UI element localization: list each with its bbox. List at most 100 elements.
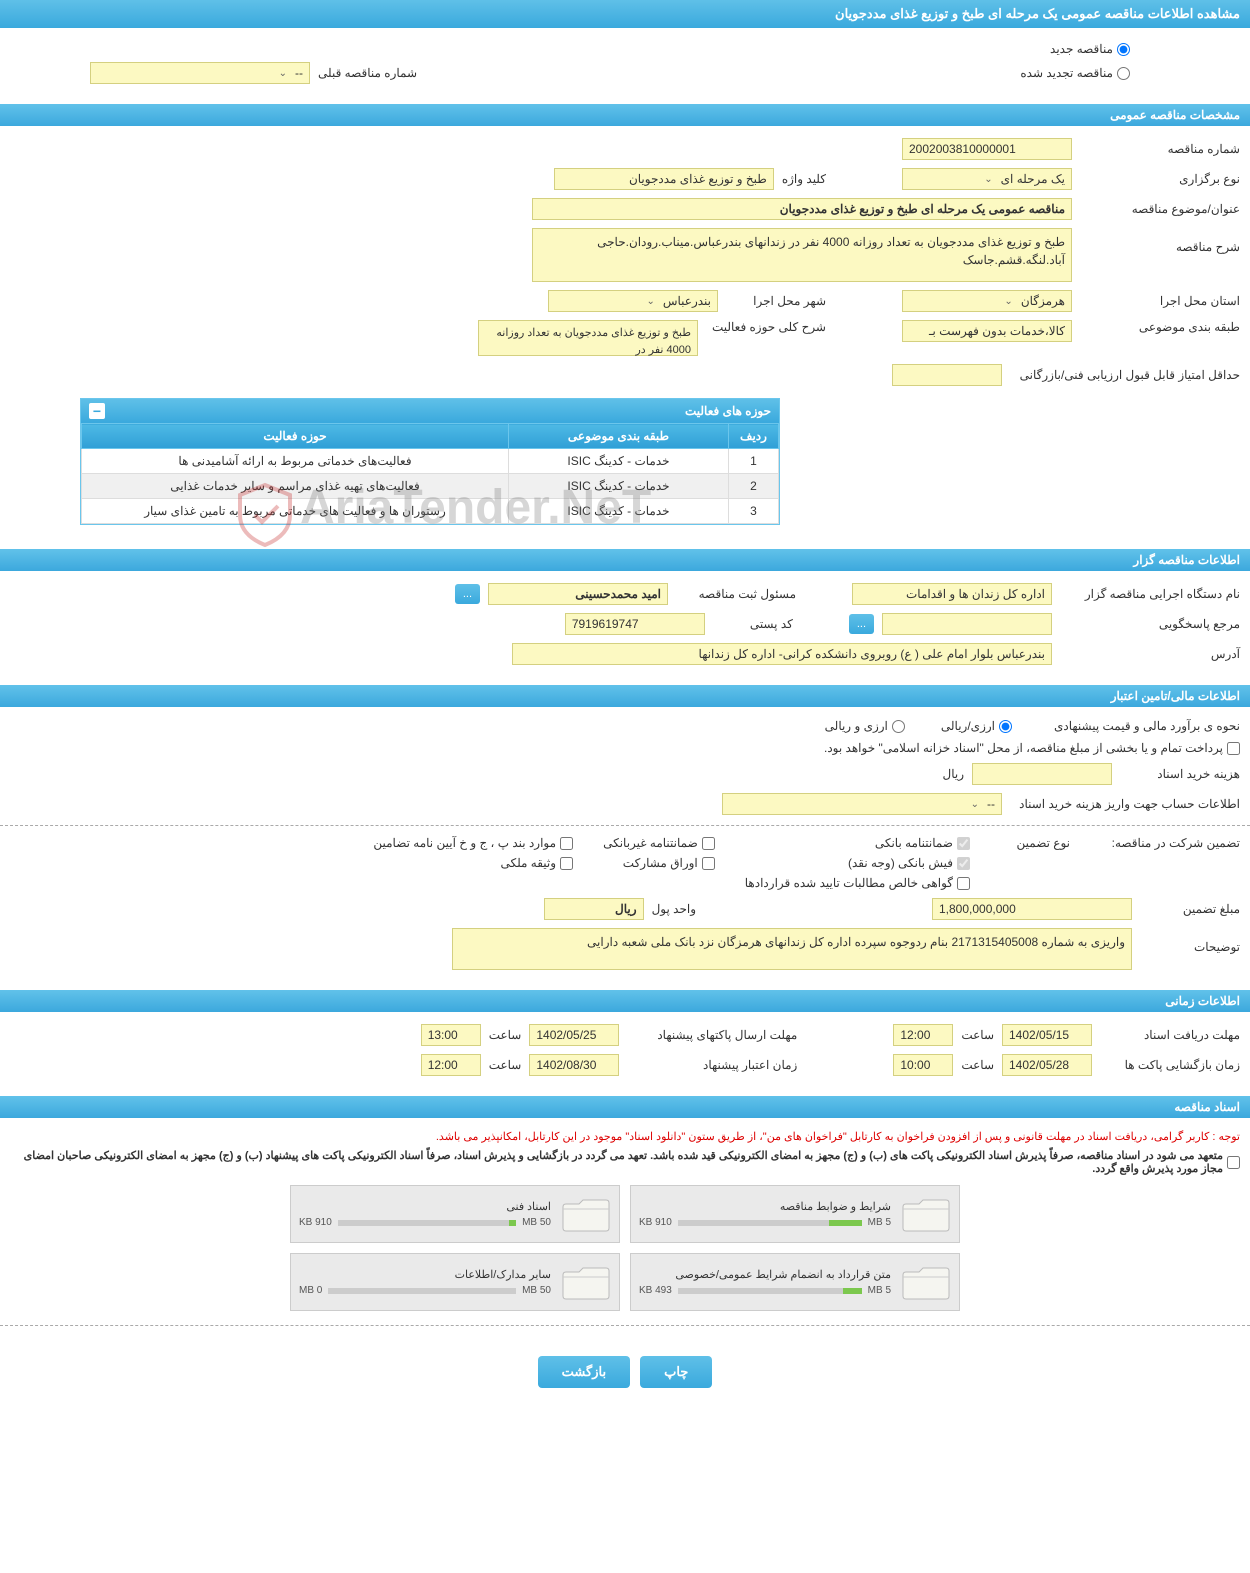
unit-label: واحد پول bbox=[652, 902, 696, 916]
doc-card[interactable]: سایر مدارک/اطلاعات 50 MB 0 MB bbox=[290, 1253, 620, 1311]
account-dropdown[interactable]: -- ⌄ bbox=[722, 793, 1002, 815]
responder-value bbox=[882, 613, 1052, 635]
check-nonbank[interactable]: ضمانتنامه غیربانکی bbox=[603, 836, 715, 850]
category-value: کالا،خدمات بدون فهرست بـ bbox=[902, 320, 1072, 342]
check-cash[interactable]: فیش بانکی (وجه نقد) bbox=[745, 856, 970, 870]
type-dropdown[interactable]: یک مرحله ای ⌄ bbox=[902, 168, 1072, 190]
check-cash-label: فیش بانکی (وجه نقد) bbox=[848, 856, 953, 870]
check-contract-input[interactable] bbox=[957, 877, 970, 890]
city-value: بندرعباس bbox=[663, 294, 711, 308]
check-contract-label: گواهی خالص مطالبات تایید شده قراردادها bbox=[745, 876, 953, 890]
chevron-down-icon: ⌄ bbox=[646, 296, 654, 307]
radio-riali-label: ارزی و ریالی bbox=[825, 719, 888, 733]
validity-date: 1402/08/30 bbox=[529, 1054, 619, 1076]
responder-more-button[interactable]: ... bbox=[849, 614, 874, 634]
collapse-button[interactable]: − bbox=[89, 403, 105, 419]
registrar-more-button[interactable]: ... bbox=[455, 584, 480, 604]
city-dropdown[interactable]: بندرعباس ⌄ bbox=[548, 290, 718, 312]
section-documents: اسناد مناقصه bbox=[0, 1096, 1250, 1118]
cell-scope: فعالیت‌های تهیه غذای مراسم و سایر خدمات … bbox=[82, 474, 509, 499]
currency-label: ریال bbox=[942, 767, 964, 781]
check-bank-guarantee-input[interactable] bbox=[957, 837, 970, 850]
receive-date: 1402/05/15 bbox=[1002, 1024, 1092, 1046]
province-label: استان محل اجرا bbox=[1080, 294, 1240, 308]
col-category: طبقه بندی موضوعی bbox=[509, 424, 729, 449]
commitment-checkbox[interactable] bbox=[1227, 1156, 1240, 1169]
account-label: اطلاعات حساب جهت واریز هزینه خرید اسناد bbox=[1010, 797, 1240, 811]
doc-progress bbox=[678, 1288, 862, 1294]
commitment-check[interactable]: متعهد می شود در اسناد مناقصه، صرفاً پذیر… bbox=[10, 1149, 1240, 1175]
doc-card[interactable]: متن قرارداد به انضمام شرایط عمومی/خصوصی … bbox=[630, 1253, 960, 1311]
radio-arzi-riali[interactable]: ارزی/ریالی bbox=[941, 719, 1012, 733]
province-dropdown[interactable]: هرمزگان ⌄ bbox=[902, 290, 1072, 312]
chevron-down-icon: ⌄ bbox=[984, 174, 992, 185]
print-button[interactable]: چاپ bbox=[640, 1356, 712, 1388]
chevron-down-icon: ⌄ bbox=[971, 799, 979, 810]
cell-n: 1 bbox=[729, 449, 779, 474]
check-securities[interactable]: اوراق مشارکت bbox=[603, 856, 715, 870]
radio-riali-input[interactable] bbox=[892, 720, 905, 733]
cell-cat: خدمات - کدینگ ISIC bbox=[509, 499, 729, 524]
doc-cost-value bbox=[972, 763, 1112, 785]
cell-scope: رستوران ها و فعالیت های خدماتی مربوط به … bbox=[82, 499, 509, 524]
check-property-input[interactable] bbox=[560, 857, 573, 870]
back-button[interactable]: بازگشت bbox=[538, 1356, 630, 1388]
check-cash-input[interactable] bbox=[957, 857, 970, 870]
check-cases-label: موارد بند پ ، ج و خ آیین نامه تضامین bbox=[373, 836, 556, 850]
check-cases-input[interactable] bbox=[560, 837, 573, 850]
check-securities-label: اوراق مشارکت bbox=[623, 856, 698, 870]
open-time: 10:00 bbox=[893, 1054, 953, 1076]
check-cases[interactable]: موارد بند پ ، ج و خ آیین نامه تضامین bbox=[373, 836, 573, 850]
doc-card[interactable]: اسناد فنی 50 MB 910 KB bbox=[290, 1185, 620, 1243]
doc-total: 50 MB bbox=[522, 1285, 551, 1296]
radio-arzi-riali-input[interactable] bbox=[999, 720, 1012, 733]
section-organizer: اطلاعات مناقصه گزار bbox=[0, 549, 1250, 571]
section-financial: اطلاعات مالی/تامین اعتبار bbox=[0, 685, 1250, 707]
folder-icon bbox=[561, 1194, 611, 1234]
doc-title: متن قرارداد به انضمام شرایط عمومی/خصوصی bbox=[639, 1268, 891, 1281]
tender-no-value: 2002003810000001 bbox=[902, 138, 1072, 160]
validity-label: زمان اعتبار پیشنهاد bbox=[627, 1058, 797, 1072]
check-bank-guarantee[interactable]: ضمانتنامه بانکی bbox=[745, 836, 970, 850]
table-row: 3 خدمات - کدینگ ISIC رستوران ها و فعالیت… bbox=[82, 499, 779, 524]
col-scope: حوزه فعالیت bbox=[82, 424, 509, 449]
hour-label-1: ساعت bbox=[961, 1028, 994, 1042]
validity-time: 12:00 bbox=[421, 1054, 481, 1076]
radio-riali[interactable]: ارزی و ریالی bbox=[825, 719, 905, 733]
check-contract[interactable]: گواهی خالص مطالبات تایید شده قراردادها bbox=[745, 876, 970, 890]
activity-table-wrap: حوزه های فعالیت − ردیف طبقه بندی موضوعی … bbox=[80, 398, 780, 525]
open-label: زمان بازگشایی پاکت ها bbox=[1100, 1058, 1240, 1072]
check-securities-input[interactable] bbox=[702, 857, 715, 870]
divider bbox=[0, 825, 1250, 826]
receive-label: مهلت دریافت اسناد bbox=[1100, 1028, 1240, 1042]
radio-new-tender[interactable]: مناقصه جدید bbox=[1050, 42, 1130, 56]
receive-time: 12:00 bbox=[893, 1024, 953, 1046]
radio-renewed-tender[interactable]: مناقصه تجدید شده bbox=[1020, 66, 1130, 80]
cell-n: 2 bbox=[729, 474, 779, 499]
check-property-label: وثیقه ملکی bbox=[500, 856, 556, 870]
unit-value: ریال bbox=[544, 898, 644, 920]
treasury-note-check[interactable]: پرداخت تمام و یا بخشی از مبلغ مناقصه، از… bbox=[824, 741, 1240, 755]
open-date: 1402/05/28 bbox=[1002, 1054, 1092, 1076]
postal-label: کد پستی bbox=[713, 617, 793, 631]
table-row: 2 خدمات - کدینگ ISIC فعالیت‌های تهیه غذا… bbox=[82, 474, 779, 499]
check-nonbank-input[interactable] bbox=[702, 837, 715, 850]
doc-title: شرایط و ضوابط مناقصه bbox=[639, 1200, 891, 1213]
folder-icon bbox=[561, 1262, 611, 1302]
amount-value: 1,800,000,000 bbox=[932, 898, 1132, 920]
chevron-down-icon: ⌄ bbox=[1004, 296, 1012, 307]
col-row: ردیف bbox=[729, 424, 779, 449]
doc-used: 910 KB bbox=[639, 1217, 672, 1228]
treasury-note-checkbox[interactable] bbox=[1227, 742, 1240, 755]
doc-progress bbox=[328, 1288, 516, 1294]
doc-used: 493 KB bbox=[639, 1285, 672, 1296]
doc-used: 910 KB bbox=[299, 1217, 332, 1228]
radio-renewed-tender-input[interactable] bbox=[1117, 67, 1130, 80]
prev-number-dropdown[interactable]: -- ⌄ bbox=[90, 62, 310, 84]
send-time: 13:00 bbox=[421, 1024, 481, 1046]
doc-card[interactable]: شرایط و ضوابط مناقصه 5 MB 910 KB bbox=[630, 1185, 960, 1243]
check-nonbank-label: ضمانتنامه غیربانکی bbox=[603, 836, 698, 850]
check-property[interactable]: وثیقه ملکی bbox=[373, 856, 573, 870]
radio-new-tender-input[interactable] bbox=[1117, 43, 1130, 56]
hour-label-2: ساعت bbox=[489, 1028, 522, 1042]
